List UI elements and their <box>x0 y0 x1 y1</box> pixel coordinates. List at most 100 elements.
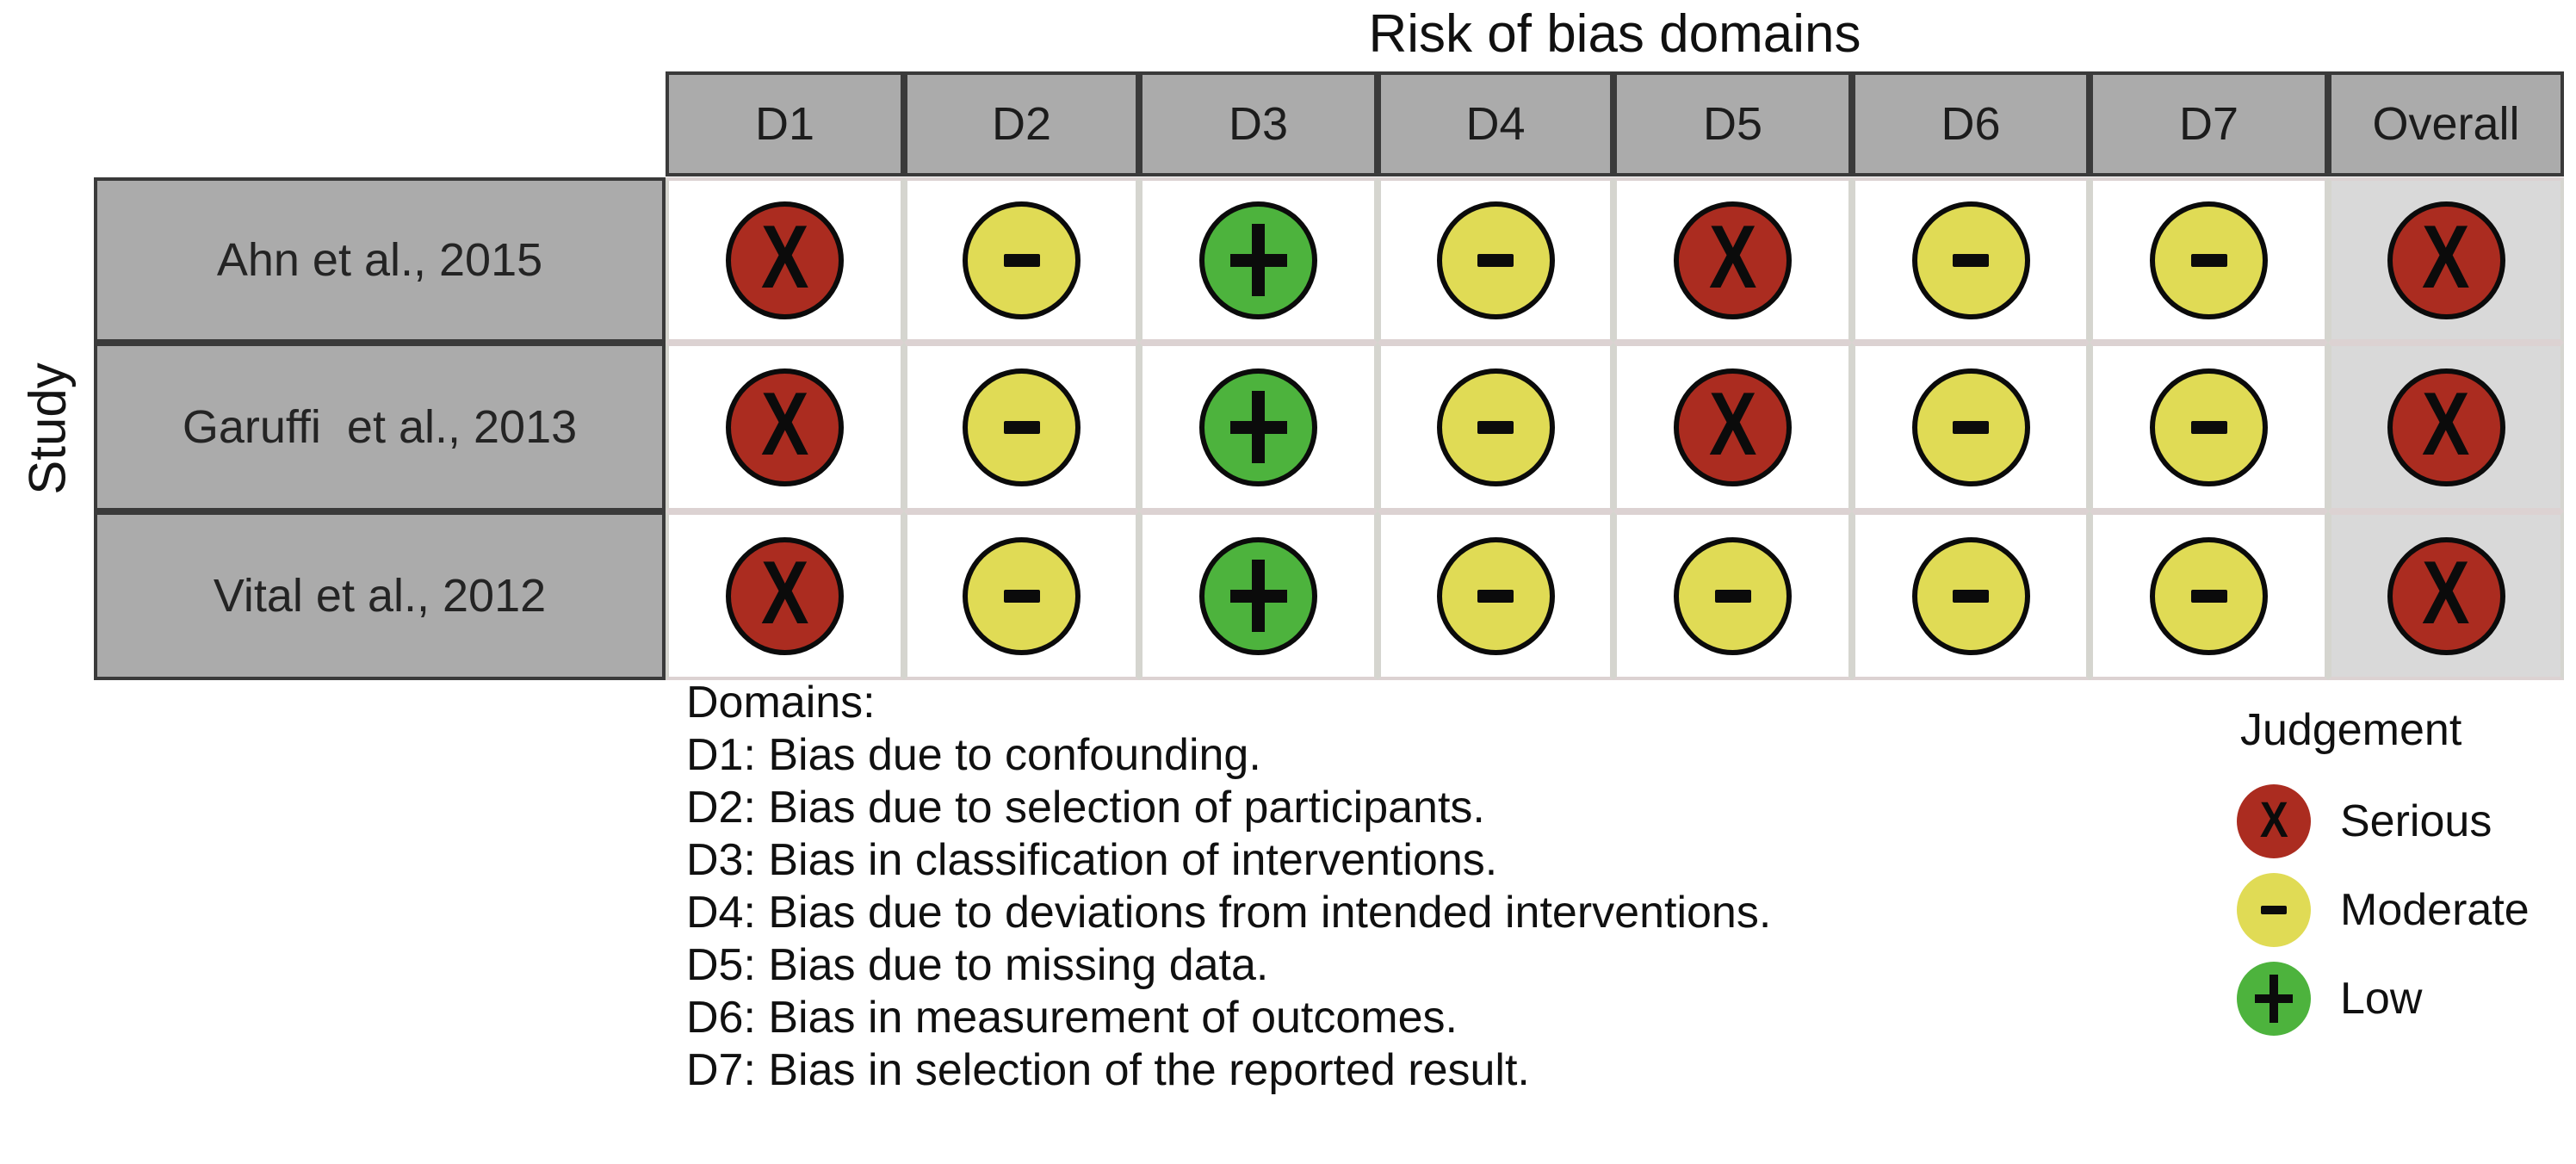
moderate-circle <box>1436 201 1555 319</box>
domain-header-row: D1 D2 D3 D4 D5 D6 D7 Overall <box>666 71 2564 176</box>
x-symbol: X <box>1708 375 1757 474</box>
legend-title: Judgement <box>2240 705 2462 755</box>
plus-symbol <box>2251 974 2296 1023</box>
legend-serious-swatch: X <box>2237 783 2311 858</box>
minus-symbol <box>2190 589 2227 603</box>
study-label: Garuffi et al., 2013 <box>94 343 666 511</box>
serious-circle: X <box>2387 368 2505 486</box>
moderate-circle <box>2150 201 2268 319</box>
judgement-cell-d4 <box>1378 511 1613 680</box>
serious-circle: X <box>1674 368 1792 486</box>
column-header-d1: D1 <box>666 71 904 176</box>
legend-moderate-swatch <box>2237 872 2311 947</box>
study-row-vital: Vital et al., 2012 X X <box>94 511 2564 680</box>
minus-symbol <box>1003 253 1040 267</box>
plus-symbol <box>1224 560 1293 632</box>
x-symbol: X <box>1708 207 1757 307</box>
legend-serious-label: Serious <box>2340 796 2492 846</box>
minus-symbol <box>2190 253 2227 267</box>
judgement-cell-d2 <box>904 177 1139 343</box>
judgement-cell-d5 <box>1613 511 1852 680</box>
serious-circle: X <box>726 368 844 486</box>
serious-circle: X <box>1674 201 1792 319</box>
judgement-cell-d6 <box>1852 343 2090 511</box>
study-row-ahn: Ahn et al., 2015 X X X <box>94 177 2564 343</box>
minus-symbol <box>1477 420 1514 434</box>
x-symbol: X <box>2422 375 2470 474</box>
legend-item-low: Low <box>2237 954 2530 1043</box>
study-label: Ahn et al., 2015 <box>94 177 666 343</box>
column-header-d7: D7 <box>2090 71 2328 176</box>
judgement-cell-d6 <box>1852 177 2090 343</box>
serious-circle: X <box>2387 536 2505 655</box>
judgement-cell-d7 <box>2090 343 2328 511</box>
judgement-cell-d7 <box>2090 177 2328 343</box>
footnote-d7: D7: Bias in selection of the reported re… <box>686 1045 1530 1095</box>
moderate-circle <box>1911 201 2030 319</box>
minus-symbol <box>1953 420 1989 434</box>
moderate-circle <box>963 201 1081 319</box>
moderate-circle <box>2150 368 2268 486</box>
judgement-cell-d5: X <box>1613 177 1852 343</box>
minus-symbol <box>1953 589 1989 603</box>
x-symbol: X <box>2259 791 2288 848</box>
y-axis-label: Study <box>18 362 77 495</box>
judgement-cell-overall: X <box>2328 343 2564 511</box>
footnote-d2: D2: Bias due to selection of participant… <box>686 783 1485 833</box>
serious-circle: X <box>726 536 844 655</box>
legend-moderate-label: Moderate <box>2340 884 2530 935</box>
footnote-d6: D6: Bias in measurement of outcomes. <box>686 993 1458 1043</box>
moderate-circle <box>2150 536 2268 655</box>
judgement-cell-d4 <box>1378 177 1613 343</box>
minus-symbol <box>1953 253 1989 267</box>
plus-symbol <box>1224 224 1293 296</box>
footnote-heading: Domains: <box>686 678 876 728</box>
low-circle <box>2237 961 2311 1036</box>
serious-circle: X <box>2387 201 2505 319</box>
low-circle <box>1199 368 1317 486</box>
minus-symbol <box>2261 905 2287 914</box>
footnote-d5: D5: Bias due to missing data. <box>686 940 1269 990</box>
column-header-d3: D3 <box>1139 71 1378 176</box>
footnote-d3: D3: Bias in classification of interventi… <box>686 835 1498 885</box>
figure-title: Risk of bias domains <box>1368 4 1861 64</box>
x-symbol: X <box>760 207 809 307</box>
judgement-cell-overall: X <box>2328 177 2564 343</box>
x-symbol: X <box>2422 543 2470 643</box>
judgement-cell-d2 <box>904 511 1139 680</box>
moderate-circle <box>1436 368 1555 486</box>
moderate-circle <box>963 368 1081 486</box>
judgement-cell-d2 <box>904 343 1139 511</box>
column-header-d5: D5 <box>1613 71 1852 176</box>
judgement-cell-d1: X <box>666 511 904 680</box>
judgement-cell-d1: X <box>666 177 904 343</box>
moderate-circle <box>1436 536 1555 655</box>
judgement-cell-d3 <box>1139 177 1378 343</box>
x-symbol: X <box>2422 207 2470 307</box>
judgement-cell-d4 <box>1378 343 1613 511</box>
moderate-circle <box>1674 536 1792 655</box>
judgement-cell-d6 <box>1852 511 2090 680</box>
column-header-overall: Overall <box>2328 71 2564 176</box>
legend-low-swatch <box>2237 961 2311 1036</box>
low-circle <box>1199 201 1317 319</box>
column-header-d4: D4 <box>1378 71 1613 176</box>
judgement-cell-d5: X <box>1613 343 1852 511</box>
judgement-cell-d3 <box>1139 343 1378 511</box>
moderate-circle <box>1911 368 2030 486</box>
plus-symbol <box>1224 391 1293 463</box>
legend-low-label: Low <box>2340 973 2423 1024</box>
judgement-cell-d3 <box>1139 511 1378 680</box>
study-row-garuffi: Garuffi et al., 2013 X X X <box>94 343 2564 511</box>
column-header-d6: D6 <box>1852 71 2090 176</box>
minus-symbol <box>1003 420 1040 434</box>
serious-circle: X <box>2237 783 2311 858</box>
x-symbol: X <box>760 543 809 643</box>
study-rows: Ahn et al., 2015 X X X Garuffi et al., 2… <box>94 177 2564 680</box>
judgement-cell-overall: X <box>2328 511 2564 680</box>
minus-symbol <box>1003 589 1040 603</box>
judgement-legend: Judgement X Serious Moderate Low <box>2237 704 2530 1043</box>
judgement-cell-d7 <box>2090 511 2328 680</box>
low-circle <box>1199 536 1317 655</box>
